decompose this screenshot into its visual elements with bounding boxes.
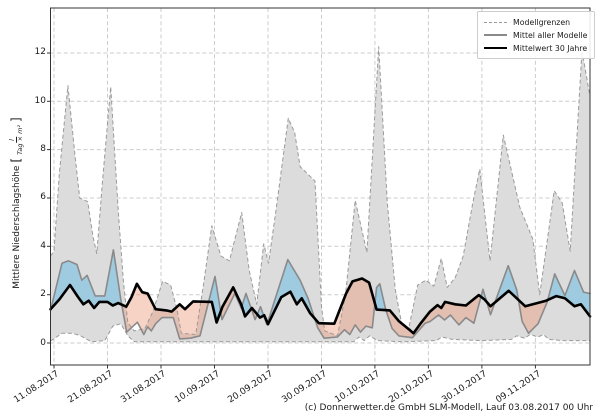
- y-tick-label: 0: [40, 337, 46, 348]
- fill-below-30y-mean: [386, 295, 481, 338]
- y-tick-label: 4: [40, 240, 46, 251]
- model-mean-line: [49, 249, 591, 340]
- black-line-sample: [484, 46, 507, 50]
- y-tick-label: 10: [34, 95, 46, 106]
- legend-label: Mittel aller Modelle: [513, 30, 588, 40]
- copyright-caption: (c) Donnerwetter.de GmbH SLM-Modell, Lau…: [304, 403, 593, 413]
- dashed-line-sample: [484, 21, 507, 23]
- y-axis-label: Mittlere Niederschlagshöhe [ l Tag × m² …: [8, 117, 25, 289]
- y-tick-label: 2: [40, 289, 46, 300]
- fill-above-30y-mean: [50, 251, 122, 309]
- legend: Modellgrenzen Mittel aller Modelle Mitte…: [477, 11, 596, 59]
- fill-above-30y-mean: [208, 278, 221, 322]
- gray-line-sample: [484, 34, 507, 36]
- unit-bracket-close: ]: [9, 117, 23, 122]
- legend-entry-modellgrenzen: Modellgrenzen: [484, 17, 587, 27]
- legend-label: Modellgrenzen: [513, 17, 571, 27]
- legend-entry-mittel-aller-modelle: Mittel aller Modelle: [484, 30, 587, 40]
- y-tick-label: 8: [40, 144, 46, 155]
- model-range-band: [50, 46, 590, 342]
- mean-30-years-line: [49, 277, 592, 335]
- model-min-line: [50, 323, 590, 343]
- model-max-line: [50, 46, 591, 337]
- y-tick-label: 6: [40, 192, 46, 203]
- unit-bracket-open: [: [9, 157, 23, 163]
- legend-label: Mittelwert 30 Jahre: [513, 43, 588, 53]
- axes-border: [50, 7, 591, 366]
- y-axis-label-text: Mittlere Niederschlagshöhe: [12, 165, 22, 289]
- legend-entry-mittelwert-30-jahre: Mittelwert 30 Jahre: [484, 43, 587, 53]
- fill-above-30y-mean: [374, 284, 386, 311]
- y-tick-label: 12: [34, 47, 46, 58]
- fill-below-30y-mean: [518, 299, 548, 334]
- fill-below-30y-mean: [314, 278, 375, 339]
